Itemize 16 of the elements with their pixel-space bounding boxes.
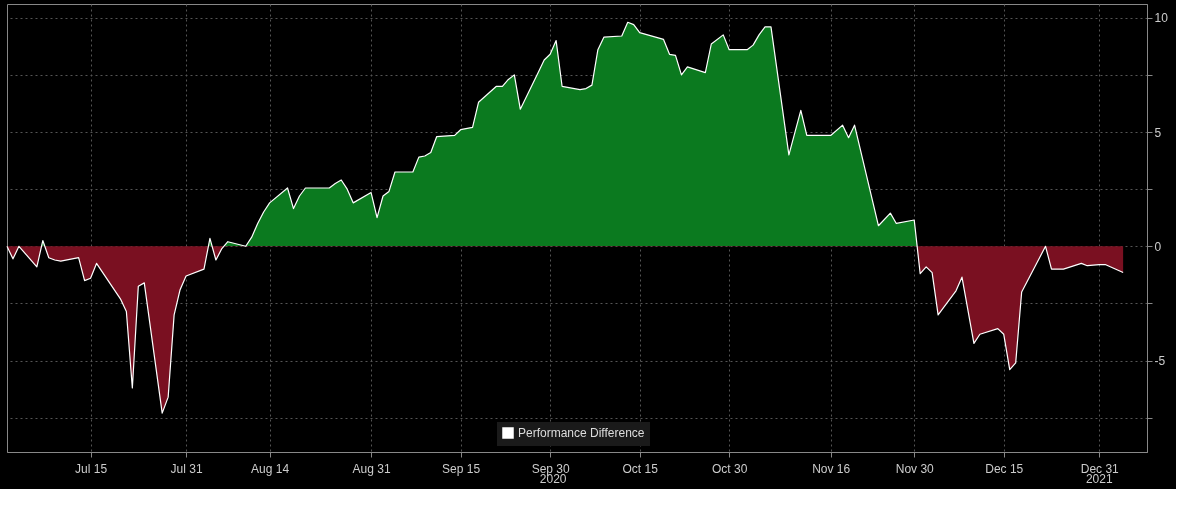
x-tick-label: Sep 15 <box>442 461 481 476</box>
x-tick-label: Dec 15 <box>985 461 1024 476</box>
x-tick-label: Jul 15 <box>75 461 108 476</box>
y-tick-label: 10 <box>1154 11 1169 26</box>
x-tick-label: Jul 31 <box>170 461 203 476</box>
y-tick-label: 0 <box>1154 239 1162 254</box>
y-tick-label: -5 <box>1154 354 1166 369</box>
x-tick-label: Aug 31 <box>352 461 391 476</box>
x-tick-label: Nov 16 <box>812 461 851 476</box>
x-tick-label: Oct 15 <box>622 461 659 476</box>
x-tick-label: Aug 14 <box>251 461 290 476</box>
y-tick-label: 5 <box>1154 125 1162 140</box>
x-tick-label: Oct 30 <box>712 461 748 476</box>
x-tick-label: Nov 30 <box>895 461 935 476</box>
text: 2021 <box>1085 472 1113 486</box>
legend-label: Performance Difference <box>518 426 645 440</box>
